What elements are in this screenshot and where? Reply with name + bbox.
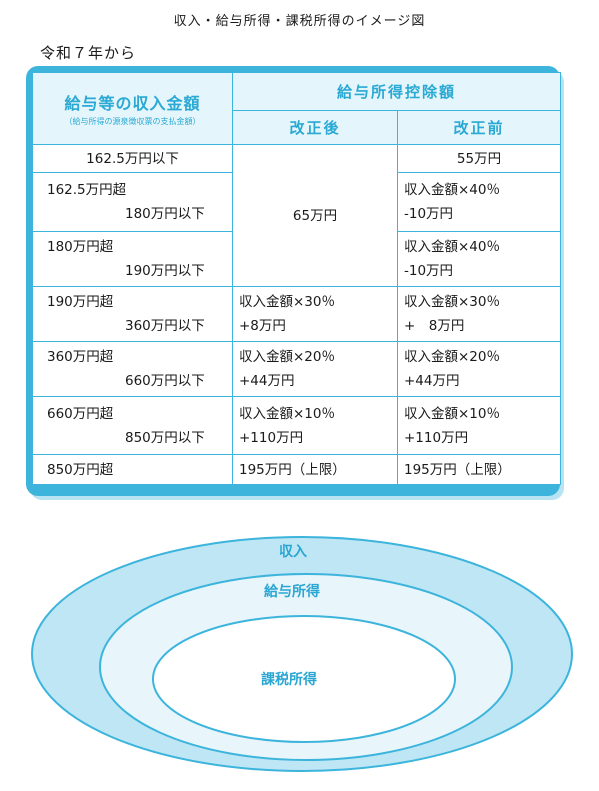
income-text-2: 660万円以下 bbox=[125, 373, 205, 389]
income-cell: 850万円超 bbox=[32, 454, 233, 485]
before-cell: 収入金額×40％ -10万円 bbox=[396, 231, 562, 287]
subtitle: 令和７年から bbox=[40, 44, 137, 62]
income-text: 660万円超 bbox=[47, 405, 114, 422]
income-text: 190万円超 bbox=[47, 294, 114, 310]
income-cell: 660万円超 850万円以下 bbox=[32, 396, 233, 455]
header-income: 給与等の収入金額 bbox=[64, 94, 201, 113]
diagram-svg: 収入 給与所得 課税所得 bbox=[31, 536, 573, 772]
after-cell: 収入金額×10％ +110万円 bbox=[232, 396, 398, 455]
before-text-2: +44万円 bbox=[404, 373, 460, 389]
income-cell: 190万円超 360万円以下 bbox=[32, 286, 233, 342]
income-text: 360万円超 bbox=[47, 349, 114, 365]
after-cell-merged: 65万円 bbox=[232, 144, 398, 287]
inner-ellipse-taxable-income bbox=[152, 615, 456, 743]
after-text: 収入金額×10％ bbox=[239, 405, 335, 422]
income-text: 180万円超 bbox=[47, 239, 114, 255]
before-cell: 収入金額×10％ +110万円 bbox=[396, 396, 562, 455]
after-text: 収入金額×20％ bbox=[239, 349, 335, 365]
before-text-2: -10万円 bbox=[404, 263, 454, 279]
before-text: 収入金額×40％ bbox=[404, 182, 500, 198]
middle-label: 給与所得 bbox=[264, 583, 320, 600]
before-cell: 55万円 bbox=[396, 144, 562, 173]
income-cell: 360万円超 660万円以下 bbox=[32, 341, 233, 397]
before-text-2: + 8万円 bbox=[404, 318, 465, 334]
after-text-2: +8万円 bbox=[239, 318, 286, 334]
header-income-cell: 給与等の収入金額 （給与所得の源泉徴収票の支払金額） bbox=[32, 72, 233, 145]
after-text-2: +44万円 bbox=[239, 373, 295, 389]
before-text: 195万円（上限） bbox=[404, 461, 511, 478]
header-deduction: 給与所得控除額 bbox=[231, 72, 562, 111]
income-text-2: 180万円以下 bbox=[125, 206, 205, 222]
after-text: 65万円 bbox=[292, 207, 338, 224]
header-before: 改正前 bbox=[396, 110, 562, 145]
income-text-2: 360万円以下 bbox=[125, 318, 205, 334]
after-cell: 収入金額×30％ +8万円 bbox=[232, 286, 398, 342]
after-text: 収入金額×30％ bbox=[239, 294, 335, 310]
header-income-note: （給与所得の源泉徴収票の支払金額） bbox=[64, 117, 201, 126]
before-cell: 195万円（上限） bbox=[396, 454, 562, 485]
income-text-2: 850万円以下 bbox=[125, 429, 205, 446]
income-text-2: 190万円以下 bbox=[125, 263, 205, 279]
income-text: 162.5万円超 bbox=[47, 182, 127, 198]
deduction-table: 給与等の収入金額 （給与所得の源泉徴収票の支払金額） 給与所得控除額 改正後 改… bbox=[32, 72, 562, 485]
after-text: 195万円（上限） bbox=[239, 461, 346, 478]
before-text: 収入金額×40％ bbox=[404, 239, 500, 255]
after-cell: 195万円（上限） bbox=[232, 454, 398, 485]
before-text: 収入金額×30％ bbox=[404, 294, 500, 310]
header-after: 改正後 bbox=[232, 110, 398, 145]
income-cell: 162.5万円超 180万円以下 bbox=[32, 172, 233, 232]
before-text-2: -10万円 bbox=[404, 206, 454, 222]
income-text: 162.5万円以下 bbox=[86, 150, 179, 167]
after-cell: 収入金額×20％ +44万円 bbox=[232, 341, 398, 397]
income-cell: 162.5万円以下 bbox=[32, 144, 233, 173]
income-text: 850万円超 bbox=[47, 461, 114, 478]
after-text-2: +110万円 bbox=[239, 429, 304, 446]
before-text-2: +110万円 bbox=[404, 429, 469, 446]
page-title: 収入・給与所得・課税所得のイメージ図 bbox=[173, 14, 426, 29]
inner-label: 課税所得 bbox=[261, 671, 317, 688]
before-cell: 収入金額×30％ + 8万円 bbox=[396, 286, 562, 342]
before-text: 収入金額×20％ bbox=[404, 349, 500, 365]
before-cell: 収入金額×20％ +44万円 bbox=[396, 341, 562, 397]
before-cell: 収入金額×40％ -10万円 bbox=[396, 172, 562, 232]
outer-label: 収入 bbox=[279, 543, 307, 560]
before-text: 収入金額×10％ bbox=[404, 405, 500, 422]
income-cell: 180万円超 190万円以下 bbox=[32, 231, 233, 287]
income-diagram: 収入 給与所得 課税所得 bbox=[0, 524, 599, 791]
before-text: 55万円 bbox=[456, 150, 502, 167]
